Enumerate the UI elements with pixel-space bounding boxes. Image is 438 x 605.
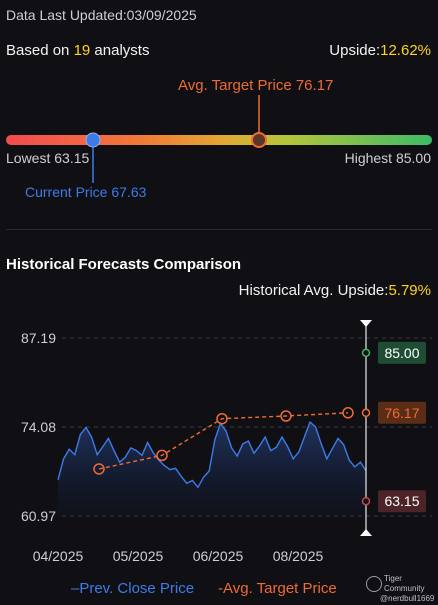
- based-suffix: analysts: [90, 42, 150, 59]
- legend-avg-target[interactable]: -Avg. Target Price: [218, 580, 337, 597]
- legend-prev-close-label: Prev. Close Price: [79, 580, 195, 597]
- highest-badge-value: 85.00: [384, 345, 419, 361]
- avg-target-point: [156, 449, 168, 462]
- range-gradient-bar: [6, 135, 432, 145]
- watermark: Tiger Community @nerdbull1669: [366, 574, 438, 604]
- upside-text: Upside:12.62%: [329, 42, 431, 59]
- analyst-count-text: Based on 19 analysts: [6, 42, 149, 59]
- highest-badge: [378, 341, 426, 364]
- current-price-label: Current Price 67.63: [25, 184, 147, 200]
- historical-forecast-chart[interactable]: 87.19 74.08 60.97 85.00 76.17 63.15 04/2025 0…: [0, 300, 438, 570]
- historical-title: Historical Forecasts Comparison: [6, 256, 242, 273]
- avg-marker: [361, 408, 371, 418]
- legend-prev-close[interactable]: –Prev. Close Price: [71, 580, 194, 597]
- upside-value: 12.62%: [380, 42, 431, 59]
- historical-upside-text: Historical Avg. Upside:5.79%: [239, 282, 431, 299]
- avg-target-marker[interactable]: [251, 132, 267, 148]
- updated-prefix: Data Last Updated:: [6, 7, 127, 23]
- current-price-marker[interactable]: [85, 132, 101, 148]
- y-tick-label: 87.19: [21, 330, 56, 346]
- x-tick-label: 05/2025: [113, 548, 164, 564]
- tiger-logo-icon: [366, 576, 382, 592]
- based-prefix: Based on: [6, 42, 74, 59]
- avg-badge: [378, 401, 426, 424]
- lowest-marker: [361, 496, 371, 506]
- x-tick-label: 08/2025: [273, 548, 324, 564]
- price-area-fill: [58, 422, 366, 516]
- lowest-label: Lowest 63.15: [6, 150, 90, 166]
- lowest-badge-value: 63.15: [384, 493, 419, 509]
- cursor-bottom-arrow-icon: [360, 529, 372, 536]
- avg-target-price-line: [98, 412, 349, 470]
- avg-target-point: [342, 407, 354, 419]
- legend-avg-target-label: Avg. Target Price: [223, 580, 337, 597]
- avg-badge-value: 76.17: [384, 405, 419, 421]
- watermark-line2: @nerdbull1669: [380, 594, 435, 603]
- x-tick-label: 04/2025: [33, 548, 84, 564]
- section-divider: [6, 229, 432, 230]
- highest-label: Highest 85.00: [344, 150, 431, 166]
- legend-line-icon: –: [71, 580, 80, 597]
- highest-marker: [361, 348, 371, 358]
- analyst-count: 19: [73, 42, 91, 59]
- lowest-badge: [378, 490, 426, 513]
- price-range-bar: [6, 95, 432, 183]
- watermark-line1: Tiger Community: [384, 574, 425, 593]
- avg-target-point: [216, 412, 228, 425]
- x-tick-label: 06/2025: [193, 548, 244, 564]
- avg-target-point: [280, 410, 292, 422]
- historical-upside-value: 5.79%: [388, 282, 431, 299]
- data-updated: Data Last Updated:03/09/2025: [6, 7, 197, 23]
- avg-target-label: Avg. Target Price 76.17: [178, 77, 334, 94]
- avg-target-point: [93, 463, 105, 475]
- upside-label: Upside:: [329, 42, 381, 59]
- updated-date: 03/09/2025: [126, 7, 197, 23]
- prev-close-price-line: [57, 420, 367, 489]
- historical-upside-label: Historical Avg. Upside:: [238, 282, 389, 299]
- legend-dash-icon: -: [218, 580, 223, 597]
- y-tick-label: 74.08: [21, 419, 56, 435]
- y-tick-label: 60.97: [21, 508, 56, 524]
- cursor-top-arrow-icon: [360, 320, 372, 327]
